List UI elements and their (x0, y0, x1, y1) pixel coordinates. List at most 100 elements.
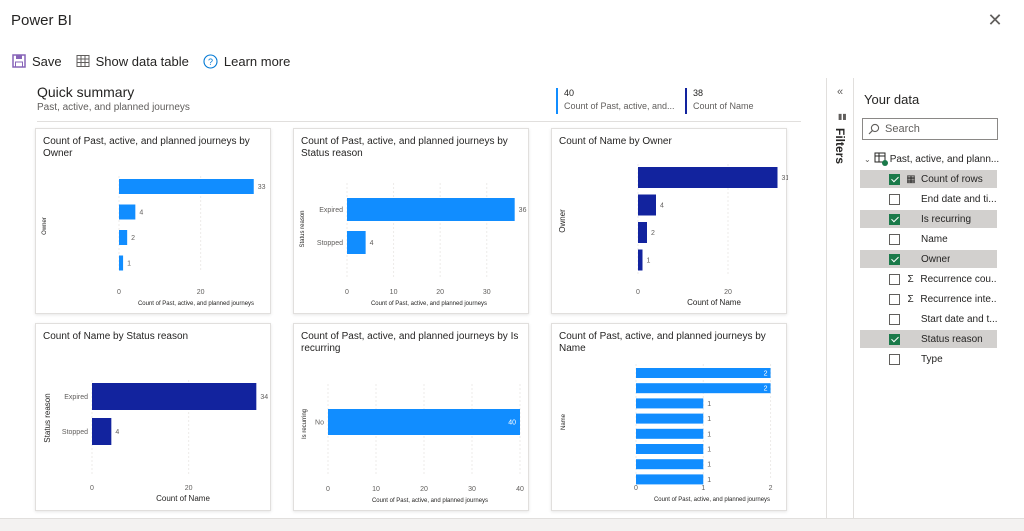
x-axis-label: Count of Past, active, and planned journ… (372, 498, 488, 504)
bar-chart: 0 20 33 4 2 1 Count of Past, active, and plann… (42, 176, 266, 307)
chart-title: Count of Name by Owner (559, 136, 672, 147)
category-label: Stopped (62, 429, 88, 436)
field-item[interactable]: Σ Recurrence cou... (860, 270, 997, 288)
chart-card[interactable]: Count of Past, active, and planned journ… (293, 323, 529, 511)
x-tick-label: 20 (724, 289, 732, 296)
field-name: Recurrence cou... (920, 273, 997, 285)
x-tick-label: 30 (483, 289, 491, 296)
field-item[interactable]: Status reason (860, 330, 997, 348)
chart-card[interactable]: Count of Name by Status reason 0 20 34 Expi… (35, 323, 271, 511)
chart-card[interactable]: Count of Past, active, and planned journ… (35, 128, 271, 314)
chart-card[interactable]: Count of Name by Owner 0 20 31 4 2 1 Count of … (551, 128, 788, 314)
kpi-card: 40 Count of Past, active, and... (556, 88, 675, 114)
search-input[interactable] (885, 123, 985, 135)
category-label: Stopped (317, 240, 343, 247)
data-label: 1 (127, 261, 131, 268)
field-checkbox[interactable] (889, 333, 900, 345)
chart-title: Count of Past, active, and planned journ… (301, 331, 519, 354)
collapse-chevron-icon[interactable]: « (837, 86, 844, 98)
data-label: 1 (647, 258, 651, 265)
x-tick-label: 0 (326, 486, 330, 493)
status-bar (0, 518, 1024, 531)
field-item[interactable]: Σ Recurrence inte... (860, 290, 997, 308)
field-item[interactable]: Is recurring (860, 210, 997, 228)
filters-pane[interactable]: « ▮▮ Filters (827, 78, 853, 518)
bar (638, 222, 647, 243)
bar (347, 231, 366, 254)
field-name: Is recurring (921, 213, 972, 225)
x-tick-label: 2 (769, 485, 773, 492)
sigma-icon: Σ (907, 273, 914, 285)
field-item[interactable]: End date and ti... (860, 190, 997, 208)
chart-card[interactable]: Count of Past, active, and planned journ… (551, 323, 787, 511)
data-label: 2 (764, 371, 768, 378)
data-label: 2 (651, 230, 655, 237)
bar (119, 204, 136, 220)
field-item[interactable]: Type (860, 350, 997, 368)
y-axis-label: Is recurring (302, 409, 308, 439)
data-label: 40 (508, 420, 516, 427)
data-label: 1 (707, 431, 711, 438)
learn-more-button[interactable]: ? Learn more (203, 54, 290, 69)
data-label: 4 (115, 429, 119, 436)
field-name: Status reason (921, 333, 983, 345)
table-node[interactable]: ⌄ Past, active, and plann... (864, 152, 999, 166)
field-name: End date and ti... (921, 193, 997, 205)
field-item[interactable]: Owner (860, 250, 997, 268)
chart-title: Count of Past, active, and planned journ… (559, 331, 766, 354)
y-axis-label: Owner (42, 217, 48, 235)
show-data-table-label: Show data table (95, 53, 189, 69)
category-label: Expired (319, 207, 343, 214)
close-button[interactable]: ✕ (984, 9, 1006, 31)
bar-chart: 0 20 34 Expired 4 Stopped Count of Name Status … (43, 380, 268, 503)
category-label: No (315, 420, 324, 427)
learn-more-label: Learn more (223, 53, 291, 69)
save-icon (12, 54, 26, 68)
field-name: Recurrence inte... (920, 293, 997, 305)
sigma-icon: Σ (907, 293, 914, 305)
show-data-table-button[interactable]: Show data table (76, 54, 189, 69)
field-checkbox[interactable] (889, 353, 900, 365)
bar (92, 418, 112, 445)
chevron-down-icon[interactable]: ⌄ (864, 154, 871, 164)
field-checkbox[interactable] (889, 233, 900, 245)
field-checkbox[interactable] (889, 253, 900, 265)
field-checkbox[interactable] (889, 293, 900, 305)
filter-icon: ▮▮ (838, 112, 847, 121)
field-item[interactable]: ▦ Count of rows (860, 170, 997, 188)
bar (636, 444, 704, 454)
chart-card[interactable]: Count of Past, active, and planned journ… (293, 128, 529, 314)
svg-text:?: ? (208, 57, 213, 67)
filters-label[interactable]: Filters (833, 128, 847, 165)
save-button[interactable]: Save (12, 54, 62, 69)
field-checkbox[interactable] (889, 173, 900, 185)
kpi-label: Count of Past, active, and... (564, 101, 675, 111)
summary-title: Quick summary (37, 84, 135, 100)
field-item[interactable]: Start date and t... (860, 310, 997, 328)
x-tick-label: 20 (436, 289, 444, 296)
field-checkbox[interactable] (889, 193, 900, 205)
field-name: Start date and t... (920, 313, 997, 325)
field-checkbox[interactable] (889, 313, 900, 325)
search-field[interactable] (862, 118, 998, 140)
data-label: 36 (519, 207, 527, 214)
x-tick-label: 0 (345, 289, 349, 296)
field-checkbox[interactable] (889, 273, 900, 285)
field-item[interactable]: Name (860, 230, 997, 248)
bar (636, 428, 704, 439)
summary-subtitle: Past, active, and planned journeys (37, 102, 190, 113)
x-tick-label: 0 (90, 485, 94, 492)
y-axis-label: Status reason (300, 210, 306, 247)
x-tick-label: 0 (636, 289, 640, 296)
data-label: 4 (660, 203, 664, 210)
help-icon: ? (203, 53, 218, 69)
panel-divider (826, 78, 827, 518)
quick-summary-panel: Quick summary Past, active, and planned … (0, 78, 826, 518)
bar (636, 474, 704, 485)
bar (638, 194, 656, 216)
your-data-title: Your data (864, 92, 920, 107)
field-checkbox[interactable] (889, 213, 900, 225)
data-label: 1 (707, 477, 711, 484)
